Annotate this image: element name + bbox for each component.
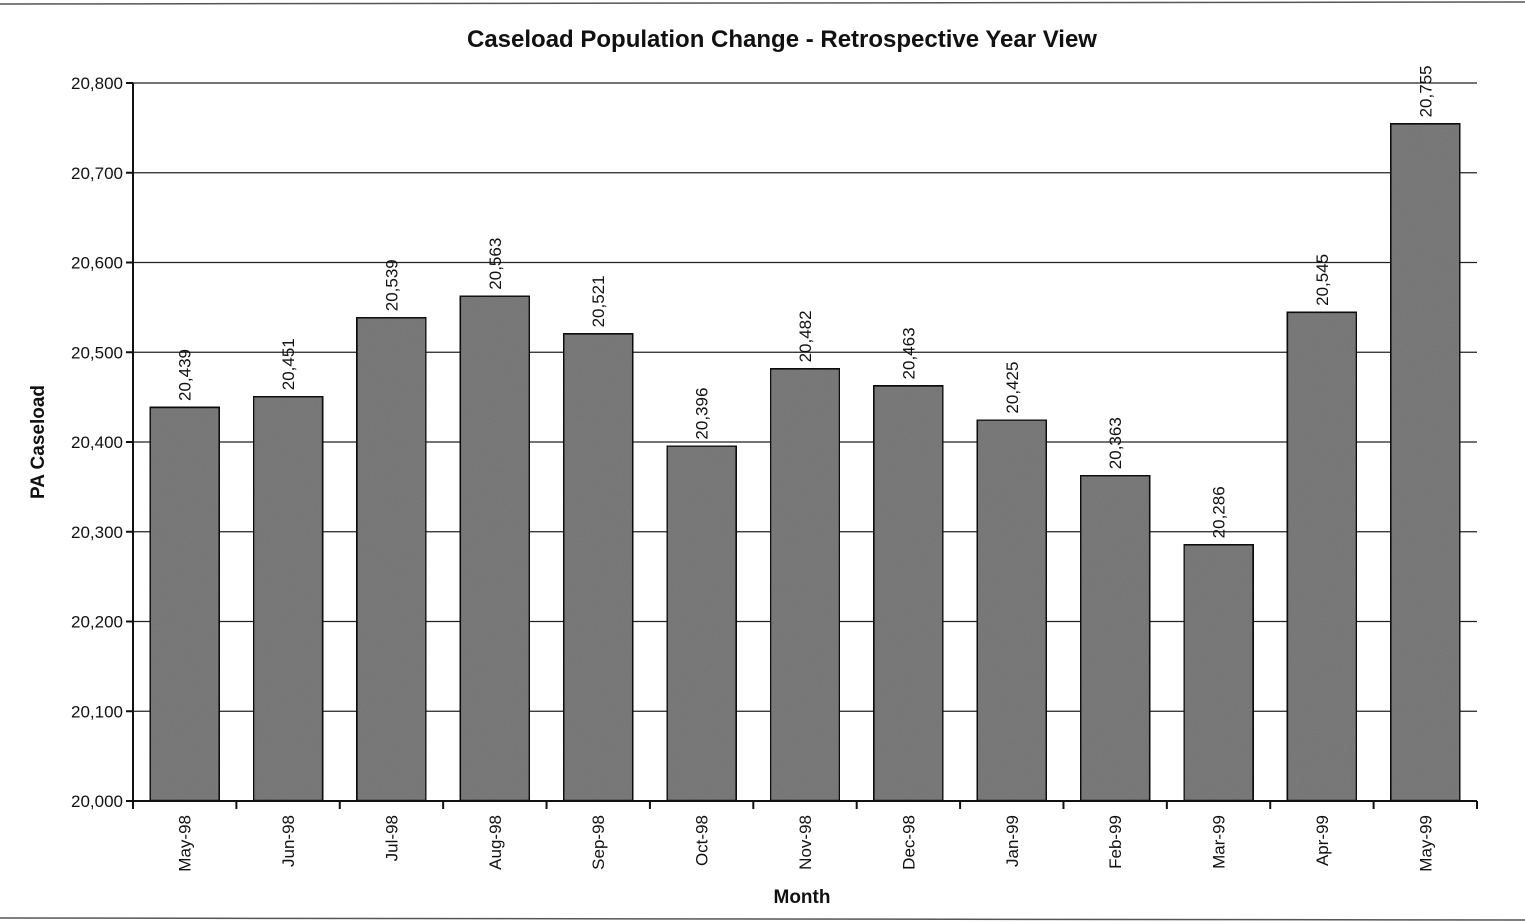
- x-axis-label: Month: [774, 887, 831, 908]
- x-tick-label: May-98: [176, 815, 195, 872]
- data-label: 20,451: [279, 338, 298, 390]
- bottom-border-line: [0, 917, 1525, 921]
- y-tick-label: 20,300: [71, 523, 123, 542]
- y-axis-label: PA Caseload: [28, 385, 49, 499]
- data-label: 20,755: [1416, 65, 1435, 117]
- x-tick-label: Mar-99: [1210, 815, 1229, 869]
- bar: [251, 394, 325, 803]
- y-tick-label: 20,400: [71, 433, 123, 452]
- x-tick-label: Aug-98: [486, 815, 505, 870]
- chart-title: Caseload Population Change - Retrospecti…: [467, 26, 1097, 53]
- data-label: 20,363: [1106, 417, 1125, 469]
- data-label: 20,545: [1313, 254, 1332, 306]
- bar: [148, 405, 221, 803]
- bars: [148, 122, 1462, 803]
- x-tick-label: Nov-98: [796, 815, 815, 870]
- bar: [1078, 473, 1152, 803]
- y-tick-label: 20,600: [71, 254, 123, 273]
- x-tick-label: Jun-98: [279, 815, 298, 867]
- data-label: 20,521: [589, 275, 608, 327]
- bar: [872, 384, 945, 803]
- x-axis-ticks: May-98 Jun-98 Jul-98 Aug-98 Sep-98 Oct-98 Nov-…: [132, 801, 1478, 872]
- data-labels: 20,439 20,451 20,539 20,563 20,521 20,396 20,4…: [176, 65, 1436, 538]
- top-border-line: [0, 1, 1525, 5]
- x-tick-label: Sep-98: [589, 815, 608, 870]
- y-tick-label: 20,800: [71, 74, 123, 93]
- y-tick-label: 20,100: [71, 702, 123, 721]
- data-label: 20,286: [1210, 486, 1229, 538]
- y-tick-label: 20,000: [71, 792, 123, 811]
- data-label: 20,439: [176, 349, 195, 401]
- bar: [975, 418, 1049, 803]
- y-tick-label: 20,700: [71, 164, 123, 183]
- bar: [768, 367, 842, 803]
- x-tick-label: Jan-99: [1003, 815, 1022, 867]
- x-tick-label: Apr-99: [1313, 815, 1332, 866]
- data-label: 20,425: [1003, 362, 1022, 414]
- x-tick-label: May-99: [1416, 815, 1435, 872]
- data-label: 20,463: [899, 327, 918, 379]
- bar: [1182, 543, 1255, 803]
- x-tick-label: Oct-98: [693, 815, 712, 866]
- data-label: 20,482: [796, 310, 815, 362]
- x-tick-label: Jul-98: [382, 815, 401, 861]
- bar: [561, 332, 635, 803]
- x-tick-label: Dec-98: [899, 815, 918, 870]
- bar: [1389, 122, 1462, 803]
- data-label: 20,563: [486, 238, 505, 290]
- x-tick-label: Feb-99: [1106, 815, 1125, 869]
- bar: [355, 315, 428, 803]
- data-label: 20,396: [693, 388, 712, 440]
- y-tick-label: 20,500: [71, 343, 123, 362]
- y-axis-ticks: 20,000 20,100 20,200 20,300 20,400 20,500 20,6…: [71, 74, 133, 811]
- bar: [1285, 310, 1359, 803]
- bar: [665, 444, 738, 803]
- data-label: 20,539: [382, 259, 401, 311]
- y-tick-label: 20,200: [71, 613, 123, 632]
- bar: [458, 294, 532, 803]
